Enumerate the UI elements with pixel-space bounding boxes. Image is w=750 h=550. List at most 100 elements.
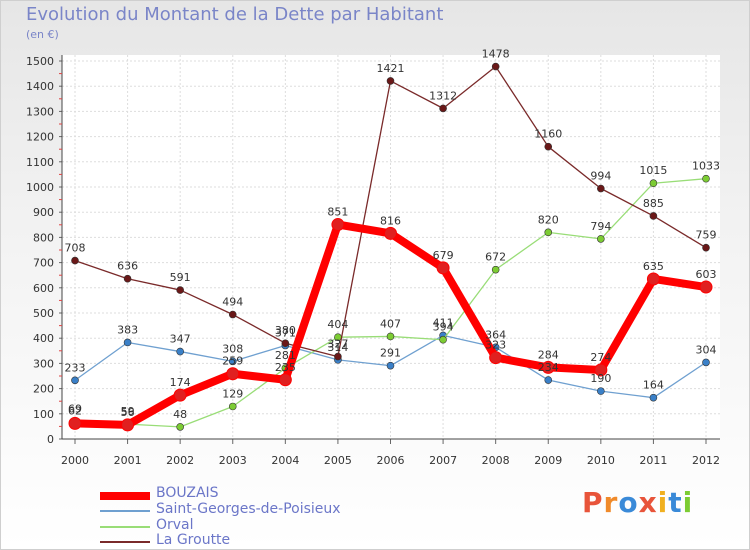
data-point <box>597 184 605 193</box>
data-label: 281 <box>275 349 296 362</box>
y-tick-label: 600 <box>33 282 54 295</box>
data-label: 59 <box>121 405 135 418</box>
data-point <box>123 274 132 283</box>
data-label: 129 <box>222 387 243 400</box>
data-label: 794 <box>590 220 611 233</box>
data-label: 816 <box>380 214 401 227</box>
data-label: 404 <box>327 318 348 331</box>
data-label: 48 <box>173 408 187 421</box>
data-point <box>649 393 658 402</box>
x-tick-label: 2004 <box>271 454 299 467</box>
legend-label-bouzais: BOUZAIS <box>156 485 219 501</box>
y-tick-label: 1500 <box>26 55 54 68</box>
data-label: 1015 <box>639 164 667 177</box>
data-point <box>176 286 184 294</box>
data-point <box>123 338 132 347</box>
data-label: 190 <box>590 372 611 385</box>
data-point <box>439 335 447 344</box>
data-point <box>176 347 184 356</box>
data-point <box>71 256 79 265</box>
data-point <box>649 212 658 220</box>
y-tick-label: 800 <box>33 231 54 244</box>
data-label: 274 <box>590 351 611 364</box>
data-label: 603 <box>696 268 717 281</box>
data-point <box>544 142 553 151</box>
data-point <box>597 387 605 395</box>
data-point <box>491 265 500 274</box>
data-point <box>278 373 292 387</box>
y-tick-label: 1000 <box>26 181 54 194</box>
data-label: 383 <box>117 323 138 336</box>
data-point <box>334 352 342 361</box>
data-label: 636 <box>117 260 138 273</box>
data-label: 851 <box>327 206 348 219</box>
data-point <box>594 363 608 377</box>
y-tick-label: 1400 <box>26 80 54 93</box>
data-label: 708 <box>65 242 86 255</box>
data-label: 994 <box>590 170 611 183</box>
legend-swatch-saint-georges <box>100 510 150 512</box>
data-label: 347 <box>170 333 191 346</box>
x-tick-label: 2003 <box>219 454 247 467</box>
data-label: 1478 <box>482 48 510 61</box>
data-label: 394 <box>433 321 454 334</box>
data-label: 314 <box>327 341 348 354</box>
legend-swatch-orval <box>100 526 150 528</box>
legend-label-saint-georges: Saint-Georges-de-Poisieux <box>156 501 341 517</box>
y-tick-label: 1300 <box>26 105 54 118</box>
data-label: 62 <box>68 404 82 417</box>
data-point <box>699 280 713 294</box>
data-label: 323 <box>485 339 506 352</box>
data-label: 635 <box>643 260 664 273</box>
data-point <box>544 228 553 237</box>
legend-label-orval: Orval <box>156 517 194 533</box>
legend-swatch-la-groutte <box>100 541 150 543</box>
proxiti-logo[interactable]: Proxiti <box>582 486 694 519</box>
x-tick-label: 2009 <box>534 454 562 467</box>
data-label: 411 <box>433 316 454 329</box>
data-label: 1421 <box>377 62 405 75</box>
data-label: 1312 <box>429 89 457 102</box>
data-label: 820 <box>538 213 559 226</box>
data-label: 885 <box>643 197 664 210</box>
line-chart: 0 100 200 300 400 500 600 700 800 900 1000 1100 1200… <box>26 48 720 467</box>
x-tick-label: 2005 <box>324 454 352 467</box>
data-label: 1033 <box>692 160 720 173</box>
data-point <box>386 332 395 341</box>
data-point <box>226 367 240 381</box>
data-label: 56 <box>121 406 135 419</box>
data-label: 284 <box>538 348 559 361</box>
legend-swatch-bouzais <box>100 492 150 500</box>
data-point <box>491 62 500 71</box>
data-label: 380 <box>275 324 296 337</box>
chart-subtitle: (en €) <box>26 28 59 41</box>
data-label: 233 <box>65 361 86 374</box>
data-label: 291 <box>380 347 401 360</box>
y-tick-label: 1200 <box>26 131 54 144</box>
x-tick-label: 2007 <box>429 454 457 467</box>
data-point <box>436 261 450 275</box>
data-label: 308 <box>222 342 243 355</box>
x-tick-label: 2000 <box>61 454 89 467</box>
data-label: 494 <box>222 296 243 309</box>
data-point <box>702 358 710 367</box>
data-point <box>386 77 395 85</box>
x-tick-label: 2001 <box>114 454 142 467</box>
y-tick-label: 1100 <box>26 156 54 169</box>
y-tick-label: 0 <box>47 433 54 446</box>
data-label: 759 <box>696 229 717 242</box>
data-point <box>228 402 237 411</box>
x-tick-label: 2002 <box>166 454 194 467</box>
x-tick-label: 2008 <box>482 454 510 467</box>
data-point <box>544 376 553 384</box>
data-point <box>281 339 290 348</box>
y-tick-label: 400 <box>33 332 54 345</box>
data-point <box>228 357 237 366</box>
data-point <box>173 388 187 402</box>
x-tick-label: 2012 <box>692 454 720 467</box>
y-tick-label: 100 <box>33 408 54 421</box>
chart-title: Evolution du Montant de la Dette par Hab… <box>26 4 444 25</box>
data-label: 364 <box>485 328 506 341</box>
data-point <box>646 272 660 286</box>
data-label: 679 <box>433 249 454 262</box>
